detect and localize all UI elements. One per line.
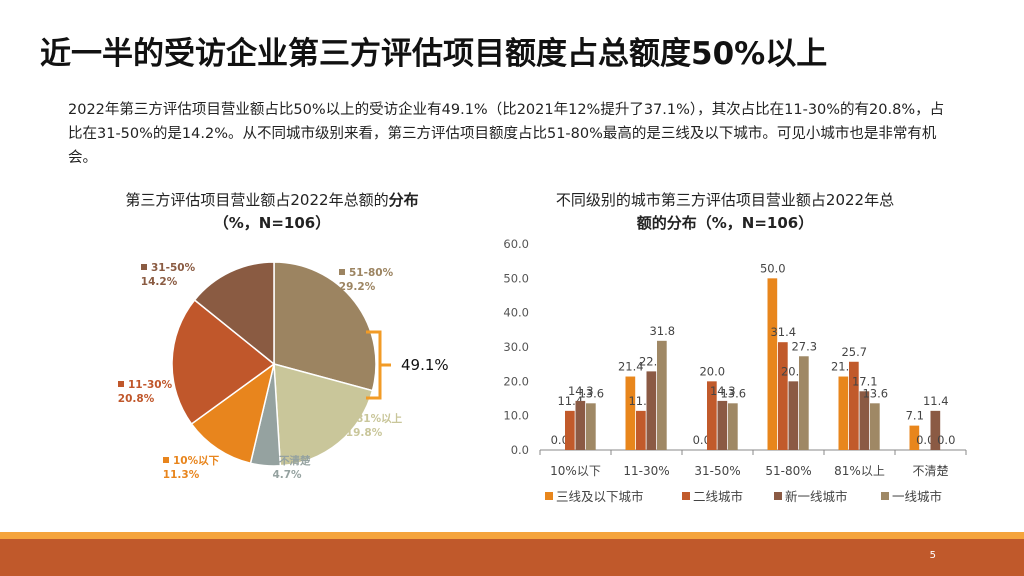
intro-paragraph: 2022年第三方评估项目营业额占比50%以上的受访企业有49.1%（比2021年…: [68, 102, 945, 166]
bar-2-2: [717, 400, 728, 450]
bar-value-2-4: 17.1: [852, 374, 878, 388]
pie-slice-label-3: 10%以下: [173, 455, 220, 467]
pie-slice-label-0: 51-80%: [349, 267, 394, 279]
bar-3-0: [586, 403, 596, 450]
pie-slice-value-3: 11.3%: [163, 469, 200, 481]
bar-2-1: [646, 371, 657, 450]
page-number: 5: [929, 550, 936, 561]
pie-legend-swatch-1: [346, 415, 352, 421]
pie-legend-swatch-3: [163, 457, 169, 463]
bar-3-3: [799, 356, 809, 450]
bar-2-0: [575, 400, 586, 450]
pie-slice-3: [190, 362, 276, 465]
bar-value-1-3: 31.4: [770, 325, 796, 339]
bar-value-1-5: 0.0: [916, 433, 934, 447]
bar-value-0-0: 0.0: [551, 433, 569, 447]
x-category-label-2: 31-50%: [694, 464, 740, 478]
pie-slice-4: [171, 298, 276, 425]
bar-0-1: [625, 376, 636, 450]
y-tick-label-5: 50.0: [503, 271, 529, 285]
pie-legend-swatch-0: [339, 269, 345, 275]
pie-legend-swatch-4: [118, 381, 124, 387]
bar-value-3-5: 0.0: [937, 433, 955, 447]
bar-value-1-4: 25.7: [841, 345, 867, 359]
bar-2-3: [788, 381, 799, 450]
pie-slice-0: [273, 261, 377, 392]
pie-slice-value-5: 14.2%: [141, 276, 178, 288]
bar-value-0-3: 50.0: [760, 261, 786, 275]
bar-value-2-5: 11.4: [923, 394, 949, 408]
bar-value-3-2: 13.6: [720, 386, 746, 400]
bar-1-4: [849, 361, 859, 450]
legend-swatch-2: [774, 492, 782, 500]
pie-legend-swatch-5: [141, 264, 147, 270]
bar-2-4: [859, 391, 870, 450]
y-tick-label-3: 30.0: [503, 340, 529, 354]
pie-title-line1: 第三方评估项目营业额占2022年总额的: [125, 191, 389, 209]
bar-value-3-3: 27.3: [791, 339, 817, 353]
bar-value-0-2: 0.0: [693, 433, 711, 447]
x-category-label-3: 51-80%: [765, 464, 811, 478]
pie-chart-title: 第三方评估项目营业额占2022年总额的分布 （%，N=106）: [62, 189, 482, 235]
bar-title-line2: 额的分布（%，N=106）: [636, 214, 814, 232]
legend-swatch-1: [682, 492, 690, 500]
legend-label-1: 二线城市: [693, 489, 743, 504]
pie-slice-value-0: 29.2%: [339, 281, 376, 293]
y-tick-label-0: 0.0: [511, 443, 529, 457]
bar-value-0-5: 7.1: [906, 409, 924, 423]
pie-title-bold: 分布: [388, 191, 419, 209]
y-tick-label-2: 20.0: [503, 374, 529, 388]
y-tick-label-6: 60.0: [503, 237, 529, 251]
pie-slice-5: [193, 261, 275, 366]
bar-2-5: [930, 410, 941, 450]
bar-value-2-2: 14.3: [710, 384, 736, 398]
footer-band: [0, 539, 1024, 576]
y-tick-label-4: 40.0: [503, 306, 529, 320]
bar-3-2: [728, 403, 738, 450]
pie-slice-label-5: 31-50%: [151, 262, 196, 274]
bar-value-0-1: 21.4: [618, 360, 644, 374]
bar-1-3: [778, 342, 788, 450]
pie-bracket: [366, 330, 391, 400]
x-category-label-4: 81%以上: [834, 464, 885, 478]
bar-title-line1: 不同级别的城市第三方评估项目营业额占2022年总: [555, 191, 895, 209]
bar-value-3-4: 13.6: [862, 386, 888, 400]
legend-label-0: 三线及以下城市: [556, 489, 644, 504]
legend-label-2: 新一线城市: [785, 489, 848, 504]
bar-value-2-0: 14.3: [568, 384, 594, 398]
bar-1-0: [565, 410, 575, 450]
bar-0-3: [767, 278, 778, 450]
pie-annotation: 49.1%: [401, 356, 449, 374]
legend-label-3: 一线城市: [892, 489, 942, 504]
bar-1-1: [636, 410, 646, 450]
bar-3-1: [657, 340, 667, 450]
bar-3-4: [870, 403, 880, 450]
y-tick-label-1: 10.0: [503, 409, 529, 423]
pie-slice-1: [273, 363, 374, 467]
pie-legend-swatch-2: [269, 457, 275, 463]
bar-0-4: [838, 376, 849, 450]
pie-slice-label-4: 11-30%: [128, 379, 173, 391]
x-category-label-1: 11-30%: [623, 464, 669, 478]
pie-slice-value-4: 20.8%: [118, 393, 155, 405]
pie-slice-value-1: 19.8%: [346, 427, 383, 439]
bar-value-3-1: 31.8: [649, 324, 675, 338]
pie-slice-label-2: 不清楚: [279, 454, 311, 467]
bar-value-3-0: 13.6: [578, 386, 604, 400]
x-category-label-5: 不清楚: [912, 464, 948, 478]
footer-accent-stripe: [0, 532, 1024, 539]
legend-swatch-0: [545, 492, 553, 500]
bar-0-5: [909, 425, 920, 450]
pie-title-line2: （%，N=106）: [213, 214, 331, 232]
slide-title: 近一半的受访企业第三方评估项目额度占总额度50%以上: [40, 36, 828, 72]
pie-slice-value-2: 4.7%: [272, 469, 302, 481]
x-category-label-0: 10%以下: [550, 464, 601, 478]
legend-swatch-3: [881, 492, 889, 500]
bar-chart-title: 不同级别的城市第三方评估项目营业额占2022年总 额的分布（%，N=106）: [500, 189, 950, 235]
bar-value-1-2: 20.0: [699, 364, 725, 378]
bar-1-2: [707, 381, 717, 450]
pie-slice-label-1: 81%以上: [356, 412, 403, 425]
